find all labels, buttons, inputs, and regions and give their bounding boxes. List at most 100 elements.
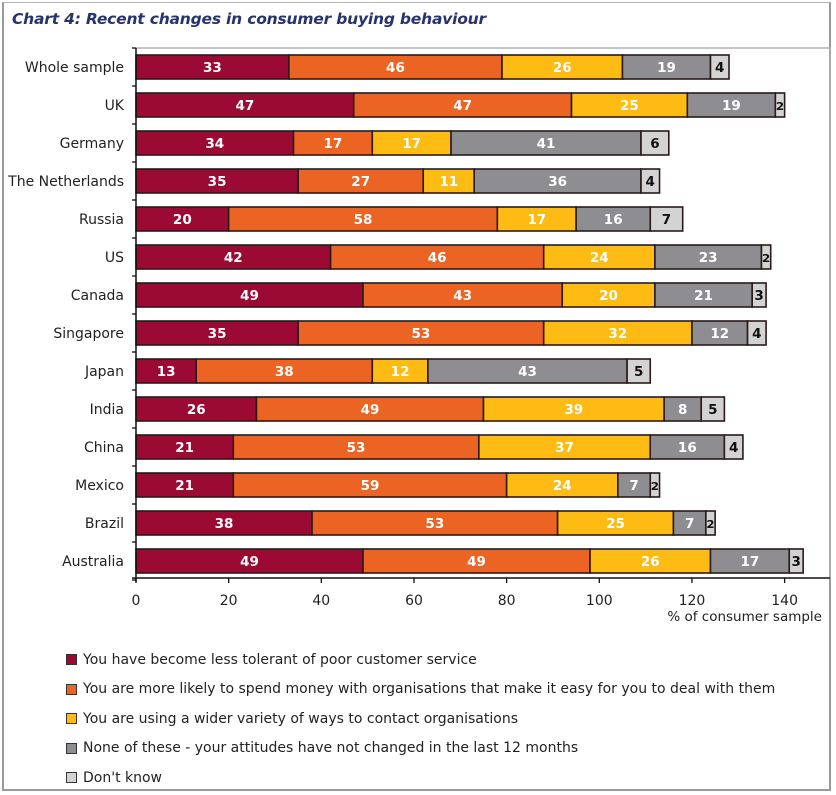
data-label: 46 xyxy=(386,60,405,76)
bar-segment xyxy=(135,54,290,80)
data-label: 20 xyxy=(173,212,192,228)
legend-label: You have become less tolerant of poor cu… xyxy=(83,651,477,668)
data-label: 26 xyxy=(187,402,206,418)
bar-row: UK 47 47 25 19 2 xyxy=(105,92,786,118)
bar-segment xyxy=(478,434,652,460)
data-label: 35 xyxy=(208,174,227,190)
bar-row: India 26 49 39 8 5 xyxy=(90,396,726,422)
bar-segment xyxy=(501,54,624,80)
data-label: 53 xyxy=(412,326,431,342)
legend-swatch xyxy=(66,772,77,784)
data-label: 2 xyxy=(651,480,659,493)
category-label: Canada xyxy=(71,288,124,304)
bar-segment xyxy=(422,168,476,194)
bar-segment xyxy=(640,168,661,194)
category-label: Australia xyxy=(62,554,124,570)
bar-segment xyxy=(255,396,485,422)
data-label: 12 xyxy=(391,364,410,380)
bar-segment xyxy=(450,130,642,156)
legend-item: None of these - your attitudes have not … xyxy=(66,734,775,764)
bar-segment xyxy=(575,206,652,232)
category-label: Germany xyxy=(60,136,124,152)
x-tick-label: 80 xyxy=(498,593,516,609)
data-label: 3 xyxy=(791,554,800,570)
legend-item: You are more likely to spend money with … xyxy=(66,675,775,705)
data-label: 43 xyxy=(453,288,472,304)
x-tick-label: 0 xyxy=(132,593,141,609)
data-label: 26 xyxy=(641,554,660,570)
data-label: 4 xyxy=(646,174,655,190)
bar-segment xyxy=(297,168,425,194)
bar-row: Canada 49 43 20 21 3 xyxy=(71,282,767,308)
category-label: Japan xyxy=(84,364,124,380)
legend-label: You are using a wider variety of ways to… xyxy=(83,710,518,727)
category-label: Russia xyxy=(79,212,124,228)
bar-segment xyxy=(227,206,499,232)
bar-segment xyxy=(723,434,744,460)
category-label: UK xyxy=(105,98,125,114)
x-tick-label: 20 xyxy=(220,593,238,609)
data-label: 17 xyxy=(527,212,546,228)
data-label: 4 xyxy=(715,60,724,76)
bar-segment xyxy=(473,168,642,194)
category-label: India xyxy=(90,402,124,418)
data-label: 53 xyxy=(425,516,444,532)
data-label: 2 xyxy=(776,100,784,113)
x-axis-label: % of consumer sample xyxy=(667,609,822,625)
legend-swatch xyxy=(66,683,77,695)
data-label: 46 xyxy=(428,250,447,266)
category-label: US xyxy=(105,250,124,266)
data-label: 8 xyxy=(678,402,687,418)
bar-segment xyxy=(649,472,661,498)
data-label: 24 xyxy=(553,478,572,494)
category-label: Mexico xyxy=(75,478,124,494)
x-tick-label: 140 xyxy=(771,593,798,609)
data-label: 23 xyxy=(699,250,718,266)
bar-row: Whole sample 33 46 26 19 4 xyxy=(25,54,730,80)
data-label: 16 xyxy=(678,440,697,456)
bar-segment xyxy=(505,472,619,498)
data-label: 21 xyxy=(694,288,713,304)
legend-label: You are more likely to spend money with … xyxy=(83,681,776,698)
data-label: 33 xyxy=(203,60,222,76)
bar-row: Brazil 38 53 25 7 2 xyxy=(85,510,716,536)
data-label: 17 xyxy=(402,136,421,152)
bar-segment xyxy=(751,282,767,308)
bar-segment xyxy=(672,510,707,536)
legend-swatch xyxy=(66,654,77,666)
bar-segment xyxy=(371,130,452,156)
legend-label: Don't know xyxy=(83,769,163,786)
bar-segment xyxy=(705,510,716,536)
bar-row: Australia 49 49 26 17 3 xyxy=(62,548,804,574)
data-label: 39 xyxy=(564,402,583,418)
bar-segment xyxy=(542,244,656,270)
data-label: 38 xyxy=(275,364,294,380)
bar-segment xyxy=(496,206,577,232)
bar-segment xyxy=(760,244,772,270)
x-tick-label: 100 xyxy=(586,593,613,609)
bar-segment xyxy=(288,54,503,80)
bar-row: Russia 20 58 17 16 7 xyxy=(79,206,684,232)
data-label: 26 xyxy=(553,60,572,76)
bar-row: Singapore 35 53 32 12 4 xyxy=(53,320,767,346)
bar-segment xyxy=(709,548,791,574)
bar-segment xyxy=(649,434,726,460)
data-label: 35 xyxy=(208,326,227,342)
data-label: 49 xyxy=(361,402,380,418)
bar-segment xyxy=(135,396,258,422)
data-label: 53 xyxy=(347,440,366,456)
bar-segment xyxy=(774,92,786,118)
bar-segment xyxy=(561,282,656,308)
bar-segment xyxy=(329,244,545,270)
data-label: 4 xyxy=(729,440,738,456)
bar-segment xyxy=(686,92,777,118)
data-label: 7 xyxy=(629,478,638,494)
data-label: 5 xyxy=(708,402,717,418)
bar-row: Mexico 21 59 24 7 2 xyxy=(75,472,661,498)
bar-row: China 21 53 37 16 4 xyxy=(84,434,744,460)
legend-label: None of these - your attitudes have not … xyxy=(83,740,579,757)
data-label: 11 xyxy=(439,174,458,190)
bar-segment xyxy=(352,92,573,118)
bar-segment xyxy=(746,320,767,346)
